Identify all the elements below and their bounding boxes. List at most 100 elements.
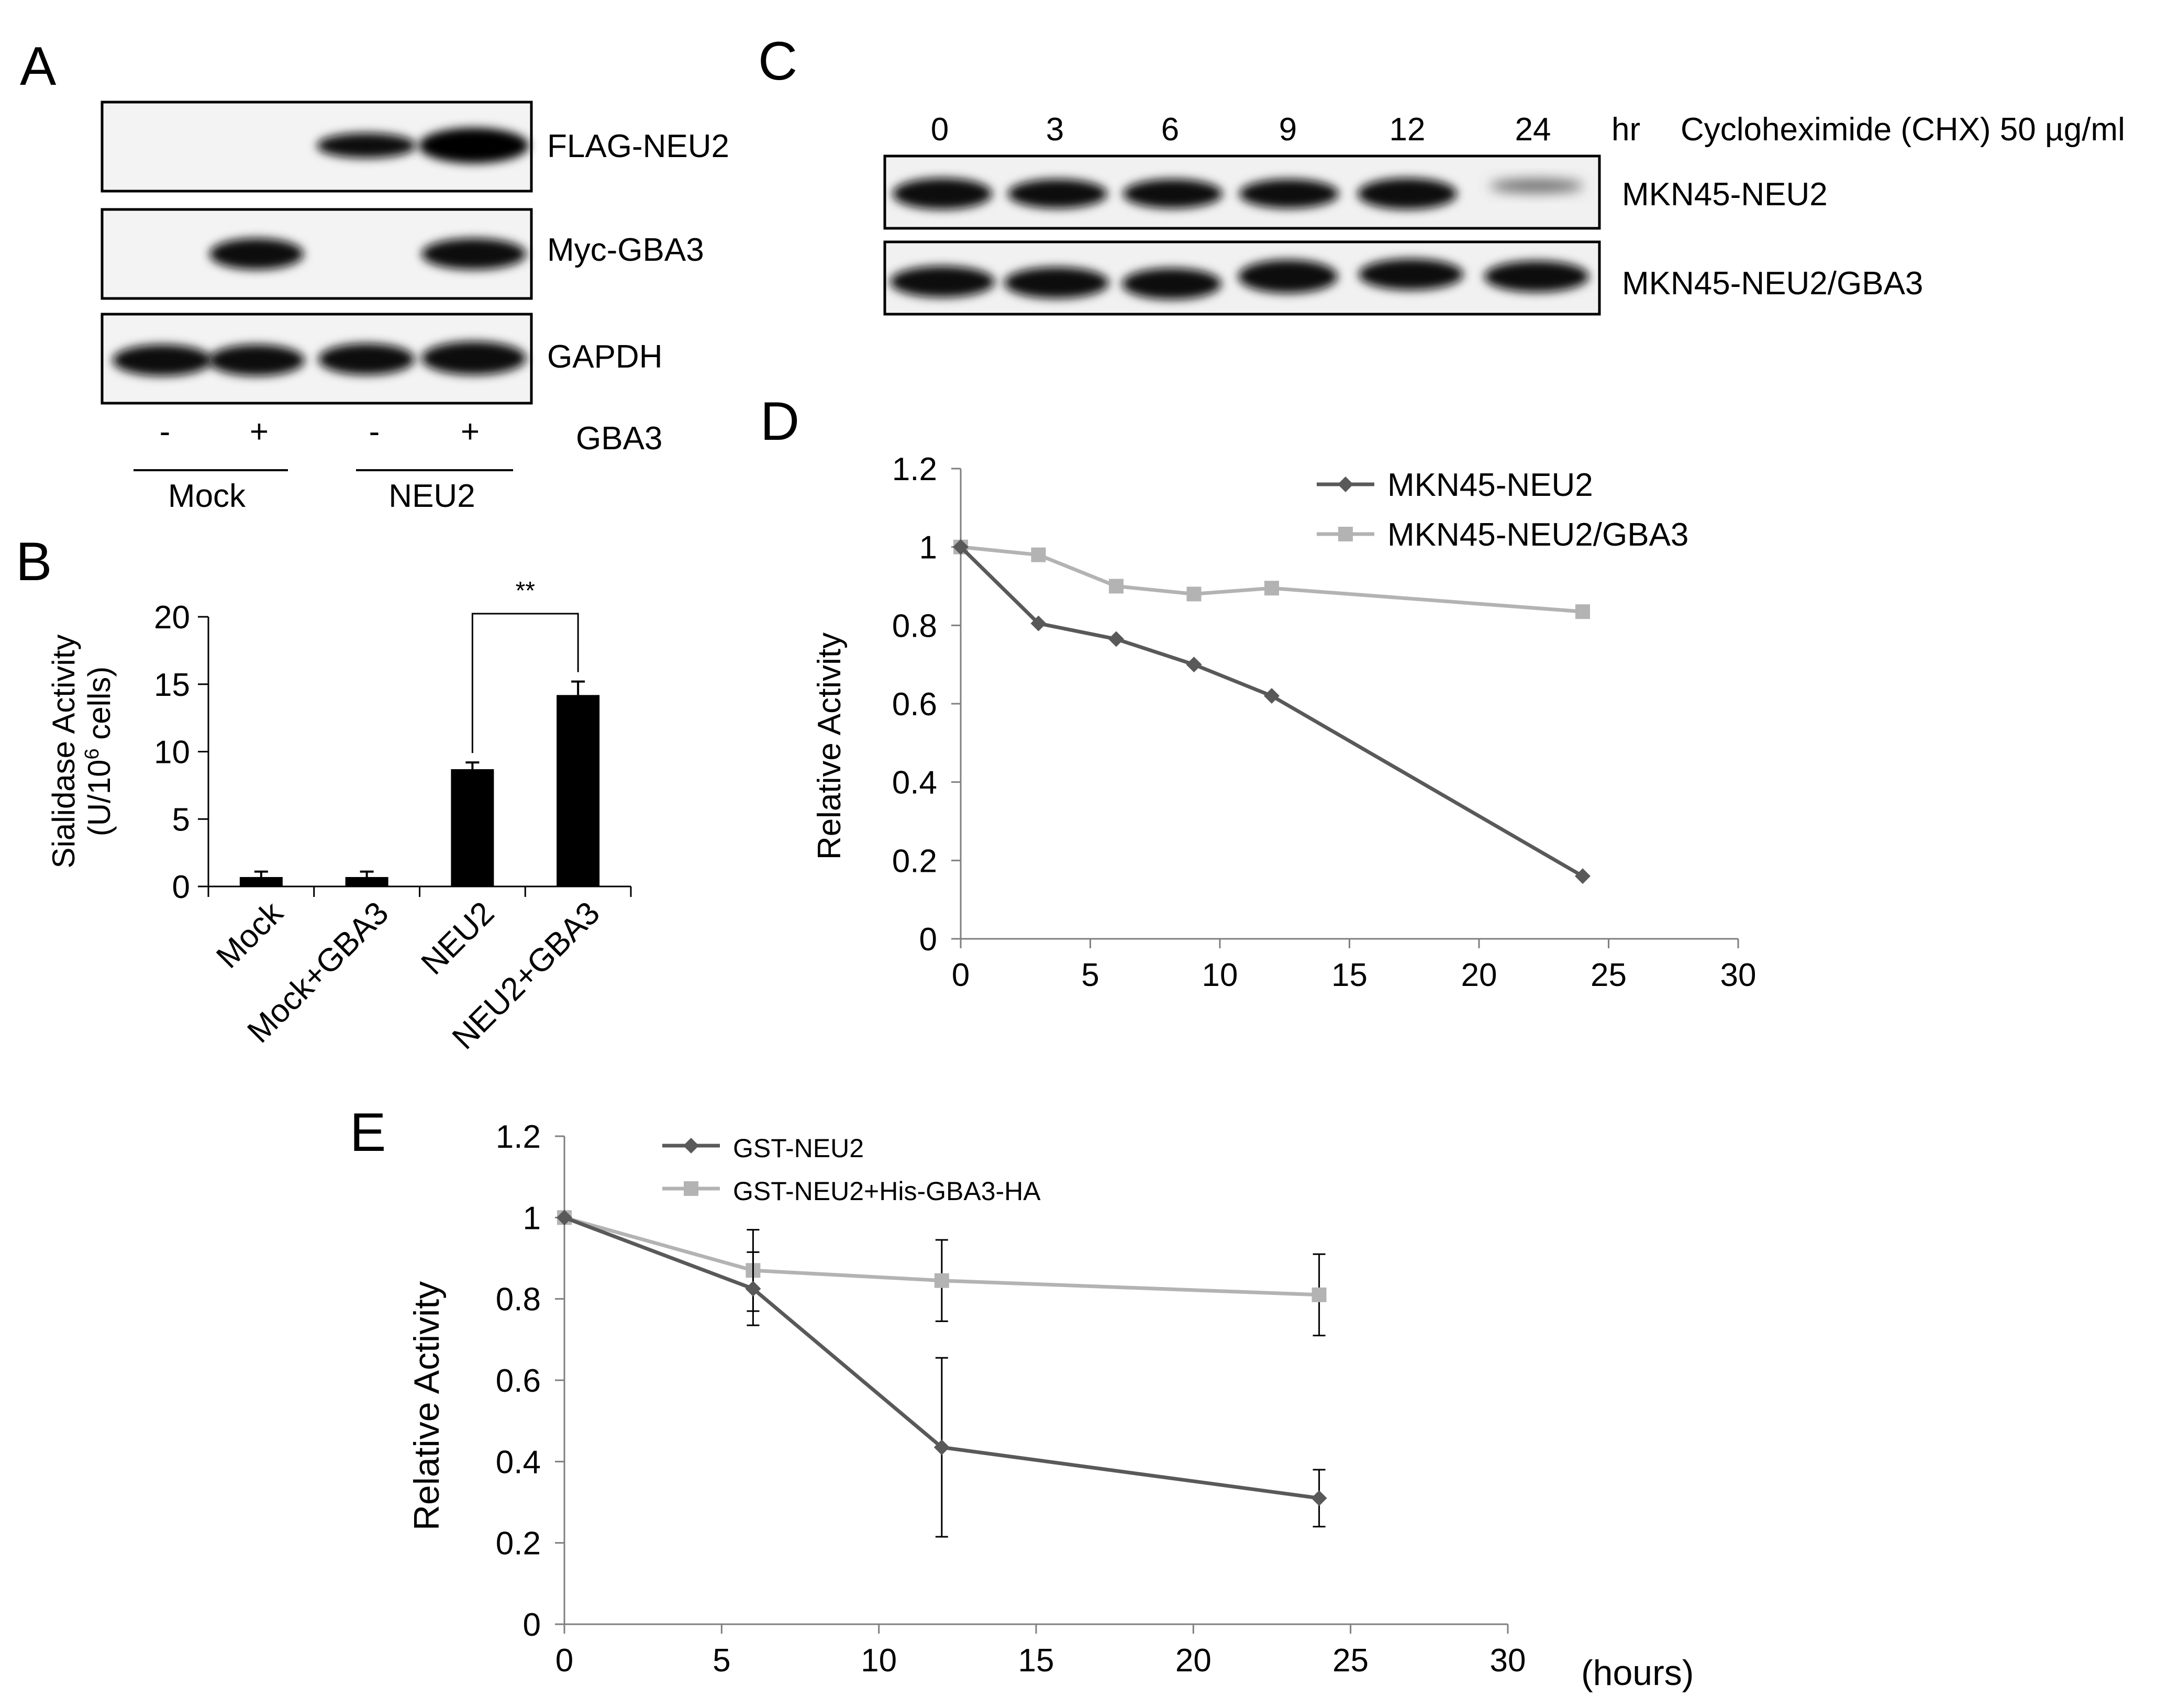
blot-a-gba3-label: GBA3 (576, 420, 662, 457)
chart-e-point (1311, 1490, 1327, 1506)
blot-c-time-6: 6 (1161, 112, 1179, 148)
blot-c-band-neu2-9 (1239, 179, 1339, 208)
blot-c-time-12: 12 (1389, 112, 1426, 148)
chart-d-point (1186, 586, 1202, 602)
blot-c-band-gba3-9 (1238, 260, 1338, 293)
chart-b-ylabel-line2-pre: (U/10 (82, 760, 117, 837)
chart-d-legend-label: MKN45-NEU2 (1387, 467, 1593, 503)
blot-c-band-neu2-24 (1489, 179, 1584, 193)
chart-d-y-tick-label: 0 (919, 922, 937, 958)
chart-d-point (1575, 868, 1591, 884)
chart-b-category-label: NEU2 (415, 895, 502, 982)
chart-e-point (933, 1439, 950, 1456)
chart-b-bar (451, 769, 494, 886)
chart-e-legend-label: GST-NEU2+His-GBA3-HA (733, 1177, 1041, 1206)
blot-c-band-gba3-0 (890, 266, 995, 297)
chart-e-series-line (564, 1215, 1319, 1297)
blot-c-band-neu2-12 (1358, 178, 1457, 209)
blot-a-band-gapdh-1 (113, 345, 212, 376)
chart-d-legend-label: MKN45-NEU2/GBA3 (1387, 517, 1688, 553)
chart-e-y-tick-label: 1.2 (496, 1119, 541, 1155)
chart-b-category-label: Mock (209, 894, 290, 975)
chart-d-legend-marker (1338, 476, 1353, 492)
chart-e-ylabel: Relative Activity (407, 1281, 447, 1530)
chart-d-point (1264, 581, 1279, 596)
chart-d-x-tick-label: 20 (1461, 957, 1497, 993)
chart-b-ylabel-line1: Sialidase Activity (46, 635, 81, 869)
blot-a-band-gapdh-3 (318, 343, 415, 375)
chart-e-x-tick-label: 0 (555, 1643, 573, 1679)
chart-b-ylabel-line2: (U/106 cells) (81, 667, 117, 837)
chart-b-significance-label: ** (516, 577, 535, 605)
chart-d-y-tick-label: 0.4 (892, 765, 937, 801)
chart-e-x-tick-label: 30 (1490, 1643, 1526, 1679)
chart-b-ylabel-line2-post: cells) (82, 667, 117, 749)
chart-e-xlabel: (hours) (1581, 1653, 1694, 1693)
blot-a-sign-1: - (160, 414, 171, 450)
blot-a-band-gapdh-4 (421, 341, 526, 375)
blot-c-band-gba3-12 (1359, 259, 1463, 290)
chart-d-y-tick-label: 0.2 (892, 843, 937, 879)
blot-a-sign-3: - (369, 414, 380, 450)
blot-a-sign-4: + (461, 414, 480, 450)
chart-e-y-tick-label: 0.6 (496, 1363, 541, 1399)
chart-e-x-tick-label: 15 (1018, 1643, 1054, 1679)
chart-e-point (1311, 1287, 1327, 1302)
panel-label-e: E (350, 1102, 386, 1163)
chart-d-series-line (960, 545, 1583, 614)
chart-d-point (1109, 579, 1124, 594)
chart-e-series-line (563, 1216, 1320, 1500)
chart-e-legend-label: GST-NEU2 (733, 1134, 864, 1163)
blot-c-unit: hr (1611, 112, 1640, 148)
chart-e-x-tick-label: 10 (861, 1643, 897, 1679)
chart-d-x-tick-label: 15 (1331, 957, 1368, 993)
blot-a-band-flag-2 (419, 128, 529, 163)
blot-c-band-gba3-3 (1004, 267, 1109, 298)
chart-d-x-tick-label: 30 (1720, 957, 1756, 993)
chart-e-x-tick-label: 5 (713, 1643, 730, 1679)
blot-a-band-myc-1 (209, 238, 304, 270)
blot-c-time-9: 9 (1279, 112, 1297, 148)
chart-b-y-tick-label: 0 (172, 869, 190, 905)
chart-d: Relative Activity 0 0.2 0.4 0.6 0.8 1 1.2 0 5 10 1… (811, 451, 1756, 993)
blot-c-treatment: Cycloheximide (CHX) 50 µg/ml (1681, 112, 2125, 148)
chart-b: Sialidase Activity (U/106 cells) 0 5 10 15 2… (46, 577, 632, 1056)
blot-c-band-neu2-3 (1008, 179, 1107, 208)
chart-b-y-tick-label: 20 (154, 600, 190, 636)
chart-e-point (557, 1210, 572, 1226)
chart-d-x-tick-label: 5 (1081, 957, 1099, 993)
blot-c-time-0: 0 (931, 112, 949, 148)
blot-a-band-gapdh-2 (208, 345, 305, 376)
blot-a-row-label-3: GAPDH (547, 339, 662, 375)
blot-c-band-gba3-6 (1122, 268, 1221, 300)
chart-e-x-tick-label: 25 (1332, 1643, 1369, 1679)
chart-b-significance-bracket (471, 613, 579, 753)
chart-d-x-tick-label: 25 (1591, 957, 1627, 993)
blot-a-band-flag-1 (317, 133, 416, 158)
blot-c-row-label-1: MKN45-NEU2 (1622, 176, 1828, 213)
chart-e-legend-marker (684, 1181, 698, 1196)
chart-b-y-tick-label: 15 (154, 667, 190, 703)
chart-e-point (745, 1281, 761, 1297)
panel-label-c: C (758, 31, 797, 92)
chart-d-legend-marker (1338, 527, 1353, 541)
blot-a-row-label-1: FLAG-NEU2 (547, 128, 729, 164)
panel-label-a: A (20, 36, 57, 97)
chart-e-y-tick-label: 0.8 (496, 1282, 541, 1318)
chart-d-series-line (959, 546, 1584, 878)
blot-c-band-gba3-24 (1484, 261, 1589, 292)
chart-d-y-tick-label: 1.2 (892, 451, 937, 487)
blot-a-sign-2: + (250, 414, 269, 450)
blot-a-group-neu2: NEU2 (388, 478, 475, 514)
chart-b-ylabel: Sialidase Activity (U/106 cells) (46, 635, 117, 869)
chart-e-y-tick-label: 1 (523, 1200, 541, 1236)
blot-c-band-neu2-6 (1123, 179, 1222, 208)
chart-d-point (953, 539, 969, 555)
chart-b-ylabel-line2-sup: 6 (81, 748, 103, 759)
chart-b-bar (557, 695, 600, 886)
blot-c-time-24: 24 (1515, 112, 1551, 148)
blot-a-band-myc-2 (421, 238, 526, 270)
chart-e-y-tick-label: 0.2 (496, 1526, 541, 1562)
chart-e-y-tick-label: 0 (523, 1607, 541, 1643)
